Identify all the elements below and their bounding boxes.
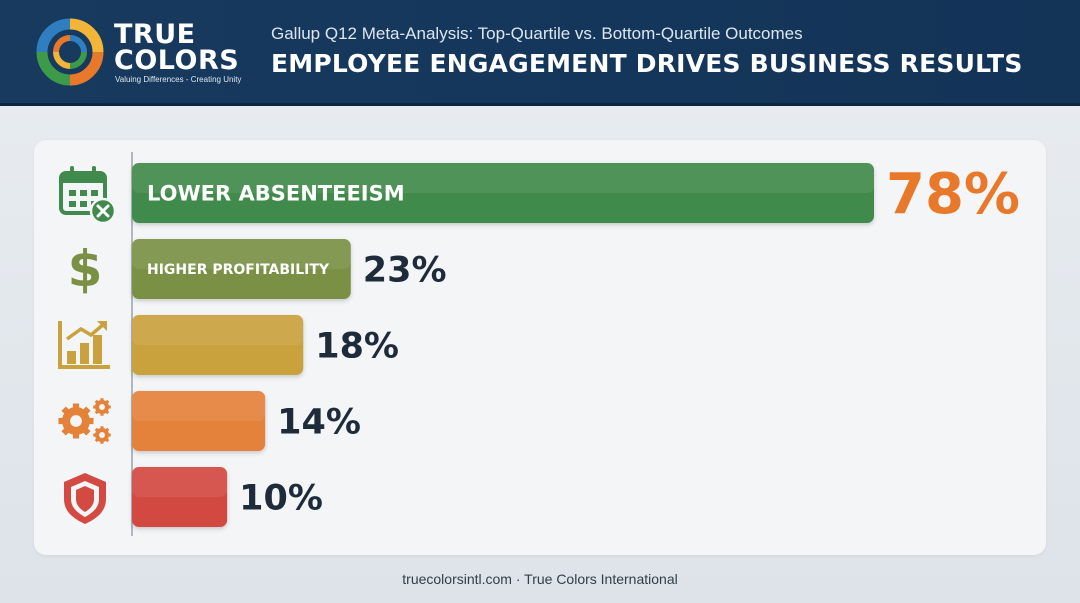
bar-label: LOWER ABSENTEEISM xyxy=(147,182,405,206)
bar-sheen xyxy=(132,163,874,193)
gears-icon xyxy=(58,398,111,444)
bar-sheen xyxy=(132,467,228,497)
bar-5 xyxy=(132,467,228,527)
value-label: 18% xyxy=(315,327,399,367)
bar-3 xyxy=(132,315,304,375)
logo-tagline: Valuing Differences - Creating Unity xyxy=(115,75,242,84)
bar-label: HIGHER PROFITABILITY xyxy=(147,262,330,278)
bar-sheen xyxy=(132,315,304,345)
logo-line-2: COLORS xyxy=(114,45,240,76)
logo-line-1: TRUE xyxy=(114,19,196,50)
bar-sheen xyxy=(132,391,266,421)
header-banner: TRUE COLORS Valuing Differences - Creati… xyxy=(0,0,1080,106)
calendar-x-icon xyxy=(59,166,117,225)
bar-1 xyxy=(132,163,874,223)
chart-title: EMPLOYEE ENGAGEMENT DRIVES BUSINESS RESU… xyxy=(271,49,1023,78)
shield-icon xyxy=(64,473,106,524)
chart-subtitle: Gallup Q12 Meta-Analysis: Top-Quartile v… xyxy=(271,24,803,43)
logo-wordmark: TRUE COLORS xyxy=(114,19,240,76)
bar-2 xyxy=(132,239,351,299)
bar-4 xyxy=(132,391,266,451)
footer-credit: truecolorsintl.com · True Colors Interna… xyxy=(402,571,678,587)
svg-text:$: $ xyxy=(68,240,103,298)
value-label: 10% xyxy=(239,479,323,519)
bar-chart: LOWER ABSENTEEISM 78% $ HIGHER PROFITABILIT… xyxy=(58,152,1020,536)
growth-chart-icon xyxy=(58,321,110,369)
value-label: 23% xyxy=(363,251,447,291)
value-label: 14% xyxy=(277,403,361,443)
logo-ring-icon xyxy=(36,18,104,86)
value-label: 78% xyxy=(886,162,1020,227)
chart-panel: LOWER ABSENTEEISM 78% $ HIGHER PROFITABILIT… xyxy=(34,140,1046,555)
dollar-sign-icon: $ xyxy=(68,240,103,298)
bar-sheen xyxy=(132,239,351,269)
